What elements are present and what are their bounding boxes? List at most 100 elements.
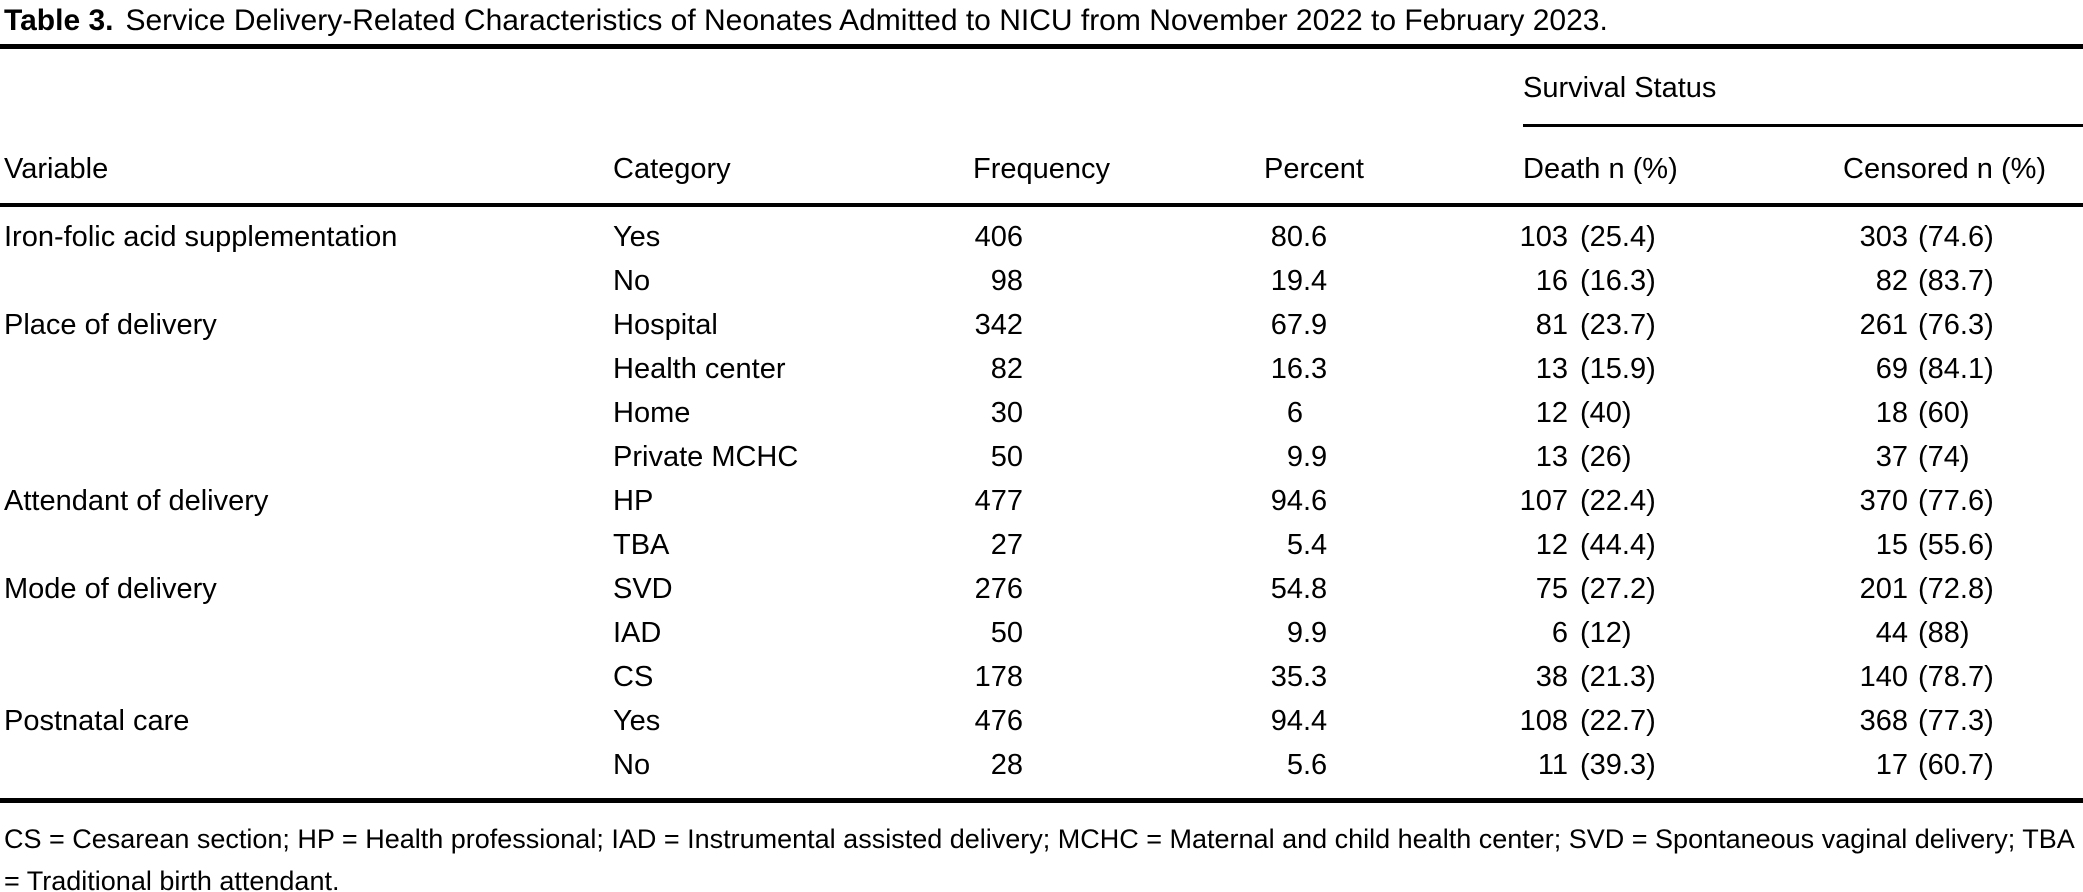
- cell-censored: 201 (72.8): [1835, 573, 2083, 606]
- percent-fraction-part: .8: [1303, 572, 1328, 605]
- censored-n-value: 17: [1875, 748, 1908, 781]
- cell-percent: 94.6: [1255, 485, 1505, 518]
- death-percent-value: (15.9): [1580, 352, 1656, 385]
- cell-frequency: 342: [965, 309, 1255, 342]
- death-n-value: 12: [1535, 528, 1568, 561]
- death-n-value: 16: [1535, 264, 1568, 297]
- death-n-value: 38: [1535, 660, 1568, 693]
- table-row: IAD 50 9.9 6 (12) 44 (88): [0, 611, 2083, 655]
- censored-n-value: 82: [1875, 264, 1908, 297]
- column-header-variable: Variable: [4, 153, 109, 185]
- percent-integer-part: 5: [1286, 528, 1303, 561]
- censored-percent-value: (60.7): [1918, 748, 1994, 781]
- cell-death: 81 (23.7): [1505, 309, 1835, 342]
- table-row: No 28 5.6 11 (39.3) 17 (60.7): [0, 743, 2083, 787]
- cell-frequency: 406: [965, 221, 1255, 254]
- percent-integer-part: 9: [1286, 616, 1303, 649]
- censored-percent-value: (83.7): [1918, 264, 1994, 297]
- frequency-value: 27: [990, 528, 1023, 561]
- frequency-value: 50: [990, 440, 1023, 473]
- table-row: No 98 19.4 16 (16.3) 82 (83.7): [0, 259, 2083, 303]
- percent-integer-part: 80: [1270, 220, 1303, 253]
- percent-fraction-part: .6: [1303, 748, 1328, 781]
- cell-censored: 140 (78.7): [1835, 661, 2083, 694]
- censored-percent-value: (55.6): [1918, 528, 1994, 561]
- table-row: Attendant of delivery HP 477 94.6 107 (22…: [0, 479, 2083, 523]
- cell-death: 13 (15.9): [1505, 353, 1835, 386]
- censored-n-value: 69: [1875, 352, 1908, 385]
- cell-frequency: 82: [965, 353, 1255, 386]
- cell-censored: 303 (74.6): [1835, 221, 2083, 254]
- censored-percent-value: (88): [1918, 616, 1970, 649]
- frequency-value: 178: [974, 660, 1023, 693]
- table-row: CS 178 35.3 38 (21.3) 140 (78.7): [0, 655, 2083, 699]
- percent-integer-part: 54: [1270, 572, 1303, 605]
- percent-integer-part: 6: [1286, 396, 1303, 429]
- frequency-value: 477: [974, 484, 1023, 517]
- cell-percent: 9.9: [1255, 441, 1505, 474]
- cell-death: 11 (39.3): [1505, 749, 1835, 782]
- table-title: Table 3. Service Delivery-Related Charact…: [4, 4, 1608, 38]
- spanner-rule: [1523, 124, 2083, 127]
- cell-frequency: 28: [965, 749, 1255, 782]
- table-row: Health center 82 16.3 13 (15.9) 69 (84.1): [0, 347, 2083, 391]
- cell-percent: 6: [1255, 397, 1505, 430]
- cell-variable: Mode of delivery: [4, 572, 217, 605]
- spanner-survival-status: Survival Status: [1523, 72, 1717, 104]
- frequency-value: 30: [990, 396, 1023, 429]
- death-percent-value: (44.4): [1580, 528, 1656, 561]
- header-rule: [0, 203, 2083, 207]
- cell-death: 107 (22.4): [1505, 485, 1835, 518]
- death-percent-value: (23.7): [1580, 308, 1656, 341]
- cell-frequency: 476: [965, 705, 1255, 738]
- cell-frequency: 50: [965, 617, 1255, 650]
- cell-category: Hospital: [613, 308, 718, 341]
- column-header-percent: Percent: [1264, 153, 1364, 185]
- cell-death: 103 (25.4): [1505, 221, 1835, 254]
- death-percent-value: (26): [1580, 440, 1632, 473]
- cell-censored: 18 (60): [1835, 397, 2083, 430]
- percent-fraction-part: .4: [1303, 264, 1328, 297]
- censored-percent-value: (77.3): [1918, 704, 1994, 737]
- death-n-value: 108: [1519, 704, 1568, 737]
- censored-percent-value: (74.6): [1918, 220, 1994, 253]
- column-header-death: Death n (%): [1523, 153, 1678, 185]
- cell-percent: 54.8: [1255, 573, 1505, 606]
- death-n-value: 11: [1537, 748, 1568, 781]
- cell-percent: 5.6: [1255, 749, 1505, 782]
- cell-censored: 82 (83.7): [1835, 265, 2083, 298]
- frequency-value: 82: [990, 352, 1023, 385]
- percent-fraction-part: .3: [1303, 660, 1328, 693]
- death-n-value: 103: [1519, 220, 1568, 253]
- table-row: Private MCHC 50 9.9 13 (26) 37 (74): [0, 435, 2083, 479]
- cell-category: Yes: [613, 704, 661, 737]
- death-percent-value: (16.3): [1580, 264, 1656, 297]
- table-row: TBA 27 5.4 12 (44.4) 15 (55.6): [0, 523, 2083, 567]
- cell-censored: 69 (84.1): [1835, 353, 2083, 386]
- censored-n-value: 303: [1859, 220, 1908, 253]
- cell-percent: 35.3: [1255, 661, 1505, 694]
- bottom-rule: [0, 798, 2083, 803]
- cell-percent: 80.6: [1255, 221, 1505, 254]
- censored-percent-value: (76.3): [1918, 308, 1994, 341]
- percent-integer-part: 35: [1270, 660, 1303, 693]
- cell-percent: 67.9: [1255, 309, 1505, 342]
- cell-frequency: 27: [965, 529, 1255, 562]
- cell-death: 12 (40): [1505, 397, 1835, 430]
- censored-n-value: 18: [1875, 396, 1908, 429]
- cell-death: 75 (27.2): [1505, 573, 1835, 606]
- cell-category: Private MCHC: [613, 440, 799, 473]
- cell-variable: Place of delivery: [4, 308, 217, 341]
- cell-censored: 44 (88): [1835, 617, 2083, 650]
- percent-fraction-part: .4: [1303, 528, 1328, 561]
- death-n-value: 6: [1551, 616, 1568, 649]
- cell-category: No: [613, 264, 651, 297]
- death-n-value: 13: [1535, 440, 1568, 473]
- death-n-value: 107: [1519, 484, 1568, 517]
- censored-percent-value: (72.8): [1918, 572, 1994, 605]
- censored-n-value: 15: [1875, 528, 1908, 561]
- cell-death: 16 (16.3): [1505, 265, 1835, 298]
- cell-frequency: 178: [965, 661, 1255, 694]
- percent-fraction-part: .9: [1303, 440, 1328, 473]
